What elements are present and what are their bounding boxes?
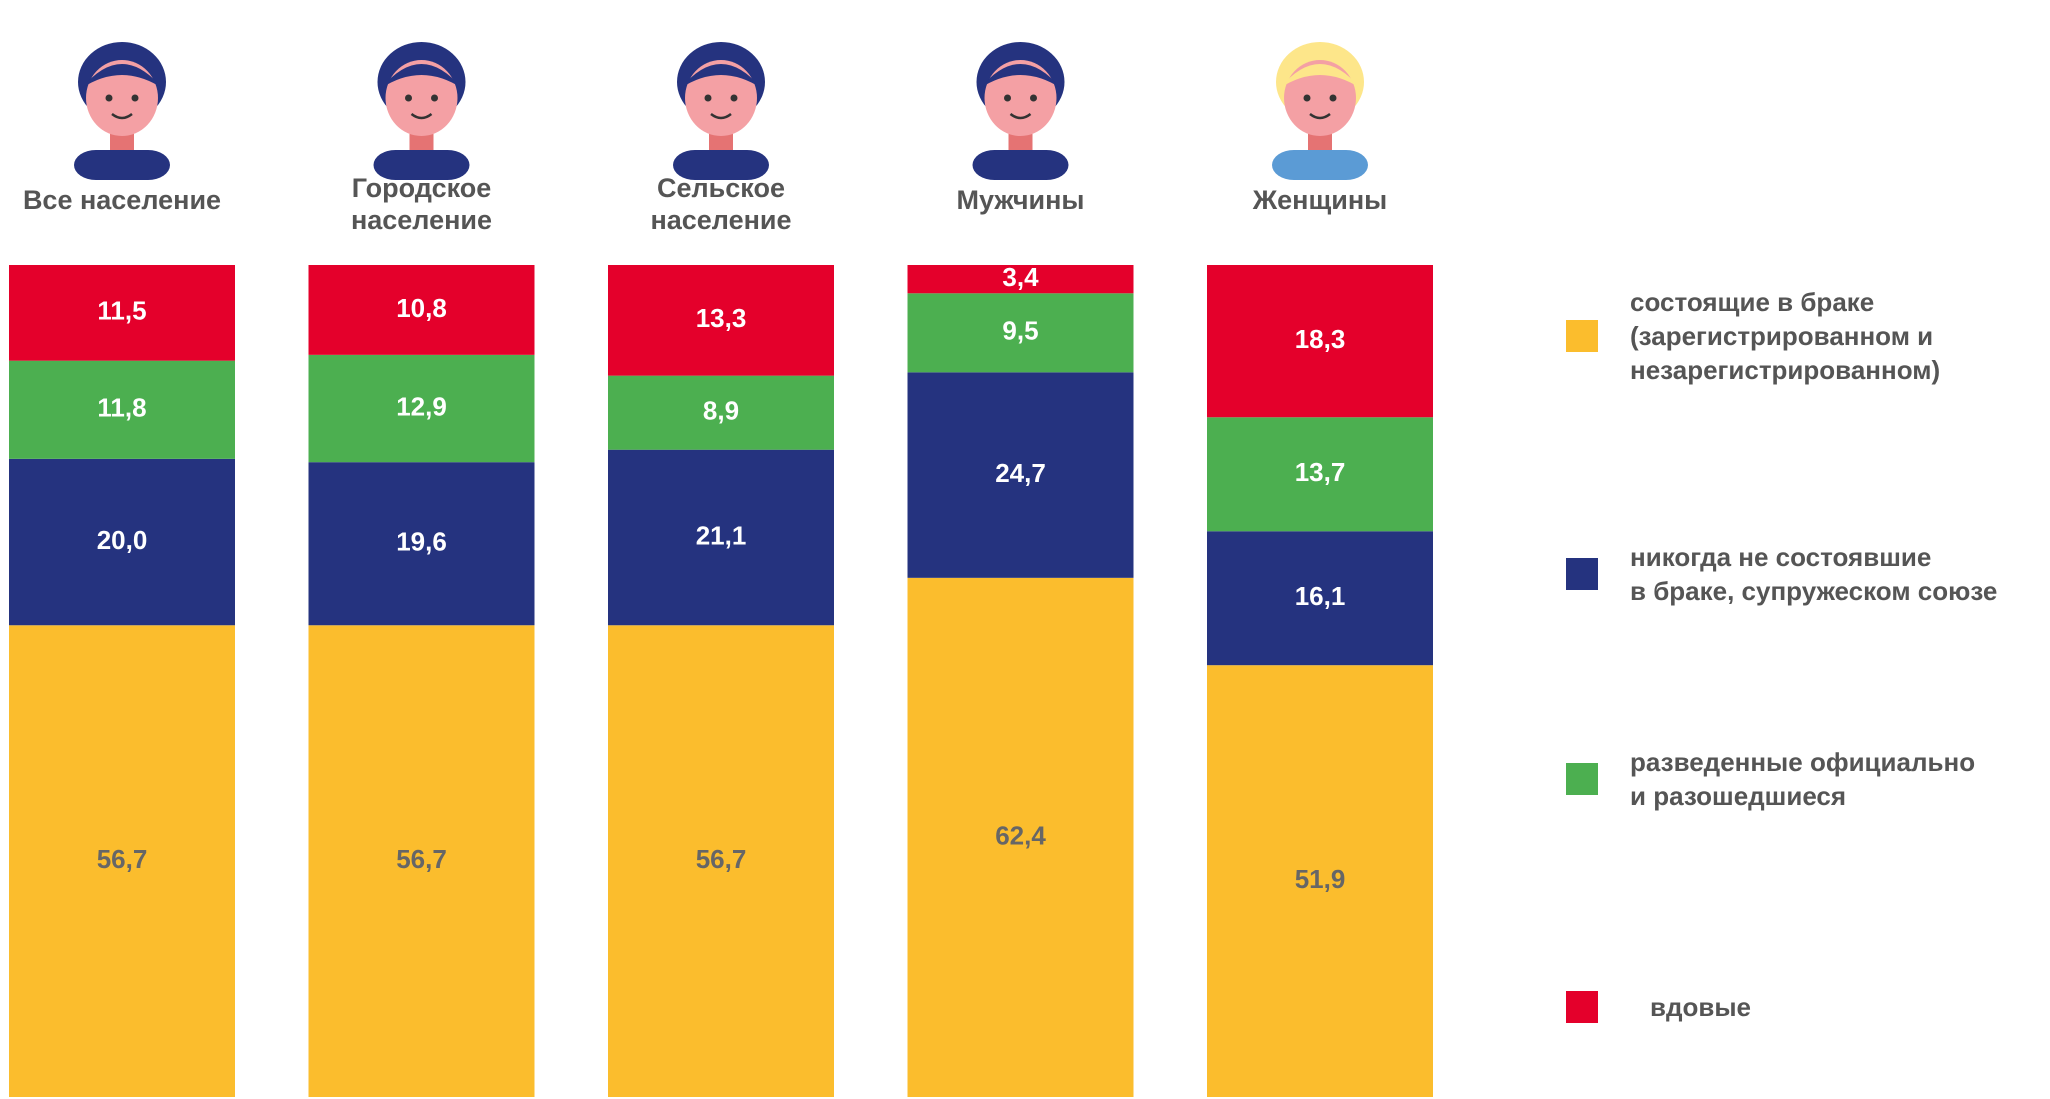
chart-page: 56,7 20,0 11,8 11,5 56,7 19,6 12,9 10,8 56,7 21,1…	[0, 0, 2050, 1099]
legend-swatch	[1566, 558, 1598, 590]
value-label: 9,5	[1002, 316, 1038, 346]
value-label: 56,7	[97, 844, 148, 874]
category-label: Городское население	[282, 172, 562, 236]
person-icon	[673, 42, 769, 180]
icon-eye	[1004, 95, 1011, 102]
value-label: 24,7	[995, 458, 1046, 488]
value-label: 13,3	[696, 303, 747, 333]
legend-label: разведенные официально и разошедшиеся	[1630, 745, 1975, 813]
icon-eye	[132, 95, 139, 102]
value-label: 13,7	[1295, 457, 1346, 487]
value-label: 8,9	[703, 396, 739, 426]
legend-swatch	[1566, 320, 1598, 352]
value-label: 11,8	[97, 393, 146, 423]
legend-label: вдовые	[1650, 990, 1751, 1024]
icon-eye	[405, 95, 412, 102]
person-icon	[74, 42, 170, 180]
icon-eye	[1330, 95, 1337, 102]
icon-eye	[1030, 95, 1037, 102]
legend-label: состоящие в браке (зарегистрированном и …	[1630, 285, 1940, 387]
value-label: 3,4	[1002, 262, 1039, 292]
icon-eye	[106, 95, 113, 102]
legend-swatch	[1566, 991, 1598, 1023]
icon-eye	[705, 95, 712, 102]
person-icon	[374, 42, 470, 180]
value-label: 18,3	[1295, 324, 1346, 354]
category-label: Женщины	[1180, 184, 1460, 216]
icon-eye	[431, 95, 438, 102]
icon-body	[74, 150, 170, 180]
icon-eye	[731, 95, 738, 102]
value-label: 16,1	[1295, 581, 1346, 611]
value-label: 20,0	[97, 525, 148, 555]
category-label: Сельское население	[581, 172, 861, 236]
person-icon	[1272, 42, 1368, 180]
legend-swatch	[1566, 763, 1598, 795]
person-icon	[973, 42, 1069, 180]
icon-body	[1272, 150, 1368, 180]
value-label: 56,7	[396, 844, 447, 874]
value-label: 51,9	[1295, 864, 1346, 894]
icon-eye	[1304, 95, 1311, 102]
value-label: 21,1	[696, 520, 747, 550]
value-label: 12,9	[396, 391, 447, 421]
value-label: 11,5	[97, 296, 146, 326]
value-label: 56,7	[696, 844, 747, 874]
value-label: 19,6	[396, 527, 447, 557]
value-label: 62,4	[995, 820, 1046, 850]
category-label: Все население	[0, 184, 262, 216]
category-label: Мужчины	[881, 184, 1161, 216]
icon-body	[973, 150, 1069, 180]
value-label: 10,8	[396, 293, 447, 323]
legend-label: никогда не состоявшие в браке, супружеск…	[1630, 540, 1997, 608]
